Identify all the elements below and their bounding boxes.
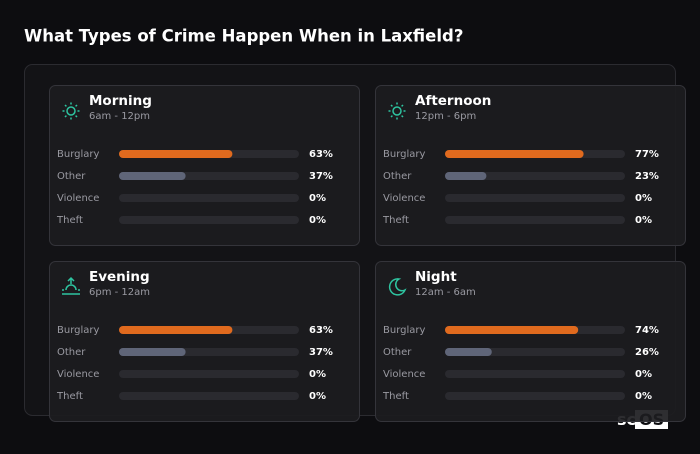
value-label: 0% bbox=[635, 391, 652, 402]
bar-track bbox=[445, 392, 625, 400]
bar-track bbox=[119, 216, 299, 224]
icon-ray bbox=[75, 104, 78, 107]
bar-track bbox=[119, 194, 299, 202]
value-label: 63% bbox=[309, 149, 333, 160]
bar bbox=[445, 172, 487, 180]
icon-sun bbox=[66, 106, 76, 116]
bar-track bbox=[119, 392, 299, 400]
panel-card bbox=[49, 261, 360, 422]
crime-label: Burglary bbox=[57, 325, 99, 336]
page-title: What Types of Crime Happen When in Laxfi… bbox=[24, 27, 463, 46]
crime-label: Burglary bbox=[383, 149, 425, 160]
panel-icon bbox=[62, 102, 80, 120]
crime-label: Violence bbox=[383, 369, 425, 380]
crime-label: Theft bbox=[56, 391, 83, 402]
bar-track bbox=[445, 194, 625, 202]
crime-label: Burglary bbox=[383, 325, 425, 336]
bar bbox=[119, 172, 186, 180]
time-panel: Night 12am - 6am Burglary 74% Other 26% Violen… bbox=[375, 261, 686, 422]
bar bbox=[119, 348, 186, 356]
icon-ray bbox=[75, 115, 78, 118]
icon-ray bbox=[401, 115, 404, 118]
time-panel: Evening 6pm - 12am Burglary 63% Other 37% Viol… bbox=[49, 261, 360, 422]
value-label: 23% bbox=[635, 171, 659, 182]
bar-track bbox=[445, 216, 625, 224]
panel-time: 12am - 6am bbox=[415, 287, 476, 298]
bar-track bbox=[445, 370, 625, 378]
value-label: 0% bbox=[309, 391, 326, 402]
panel-card bbox=[375, 261, 686, 422]
panel-icon bbox=[388, 278, 407, 296]
value-label: 0% bbox=[635, 369, 652, 380]
icon-ray bbox=[64, 115, 67, 118]
crime-label: Other bbox=[383, 347, 412, 358]
icon-sun bbox=[392, 106, 402, 116]
crime-label: Other bbox=[57, 171, 86, 182]
panel-time: 12pm - 6pm bbox=[415, 111, 476, 122]
value-label: 37% bbox=[309, 347, 333, 358]
icon-ray bbox=[390, 115, 393, 118]
crime-label: Theft bbox=[382, 215, 409, 226]
bar bbox=[445, 348, 492, 356]
bar bbox=[119, 150, 233, 158]
panel-icon bbox=[62, 276, 80, 295]
panel-time: 6am - 12pm bbox=[89, 111, 150, 122]
value-label: 74% bbox=[635, 325, 659, 336]
panel-title: Afternoon bbox=[415, 93, 491, 109]
icon-ray bbox=[390, 104, 393, 107]
value-label: 77% bbox=[635, 149, 659, 160]
panel-title: Night bbox=[415, 269, 457, 285]
panel-card bbox=[49, 85, 360, 246]
bar bbox=[445, 326, 579, 334]
crime-label: Burglary bbox=[57, 149, 99, 160]
value-label: 0% bbox=[309, 215, 326, 226]
crime-label: Violence bbox=[383, 193, 425, 204]
icon-ray bbox=[401, 104, 404, 107]
value-label: 0% bbox=[309, 369, 326, 380]
bar bbox=[119, 326, 233, 334]
value-label: 37% bbox=[309, 171, 333, 182]
panel-title: Evening bbox=[89, 269, 150, 285]
bar bbox=[445, 150, 584, 158]
value-label: 0% bbox=[635, 193, 652, 204]
bar-track bbox=[445, 172, 625, 180]
value-label: 63% bbox=[309, 325, 333, 336]
crime-label: Other bbox=[383, 171, 412, 182]
panel-icon bbox=[388, 102, 406, 120]
crime-label: Theft bbox=[382, 391, 409, 402]
bar-track bbox=[119, 370, 299, 378]
panel-card bbox=[375, 85, 686, 246]
crime-label: Violence bbox=[57, 193, 99, 204]
icon-sunset bbox=[62, 276, 80, 295]
time-panel: Afternoon 12pm - 6pm Burglary 77% Other 23% Vi… bbox=[375, 85, 686, 246]
time-panel: Morning 6am - 12pm Burglary 63% Other 37% Viol… bbox=[49, 85, 360, 246]
value-label: 0% bbox=[309, 193, 326, 204]
crime-label: Theft bbox=[56, 215, 83, 226]
crime-label: Other bbox=[57, 347, 86, 358]
icon-moon bbox=[388, 278, 407, 296]
value-label: 26% bbox=[635, 347, 659, 358]
value-label: 0% bbox=[635, 215, 652, 226]
panel-title: Morning bbox=[89, 93, 152, 109]
icon-ray bbox=[64, 104, 67, 107]
crime-label: Violence bbox=[57, 369, 99, 380]
panel-time: 6pm - 12am bbox=[89, 287, 150, 298]
